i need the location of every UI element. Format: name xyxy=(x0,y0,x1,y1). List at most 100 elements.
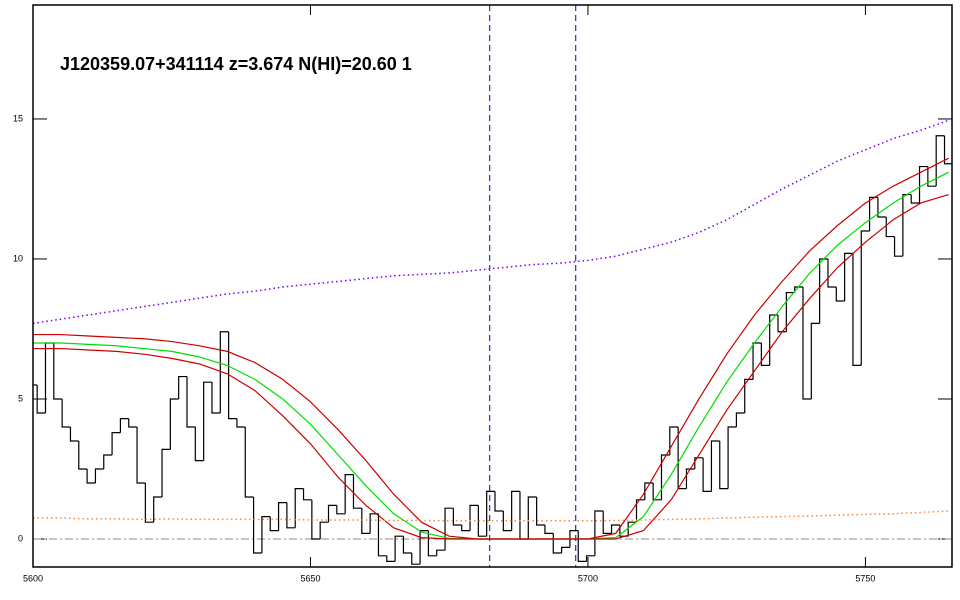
flux-step xyxy=(918,165,928,203)
flux-step xyxy=(511,490,520,531)
x-tick-label: 5650 xyxy=(300,573,320,583)
flux-step xyxy=(327,504,337,523)
flux-step xyxy=(53,342,63,400)
flux-step xyxy=(444,507,454,551)
flux-step xyxy=(585,555,595,562)
flux-step xyxy=(536,496,545,526)
model-line xyxy=(33,119,949,325)
flux-step xyxy=(402,536,412,554)
flux-step xyxy=(261,515,271,553)
flux-step xyxy=(319,521,329,539)
flux-step xyxy=(569,529,579,548)
flux-step xyxy=(719,440,729,490)
flux-step xyxy=(727,426,737,489)
flux-step xyxy=(602,510,612,534)
chart-title: J120359.07+341114 z=3.674 N(HI)=20.60 1 xyxy=(60,54,412,74)
flux-step xyxy=(436,549,446,556)
flux-step xyxy=(802,286,812,400)
flux-step xyxy=(935,135,945,187)
flux-step xyxy=(477,505,487,537)
flux-step xyxy=(669,426,679,455)
flux-step xyxy=(652,482,662,501)
flux-step xyxy=(635,499,645,523)
flux-step xyxy=(194,426,204,462)
flux-step xyxy=(169,398,179,450)
flux-step xyxy=(86,468,96,484)
flux-step xyxy=(286,502,296,529)
flux-step xyxy=(352,474,362,509)
flux-step xyxy=(577,530,587,562)
flux-step xyxy=(744,378,754,413)
flux-step xyxy=(203,381,212,461)
flux-step xyxy=(236,418,246,428)
flux-step xyxy=(136,426,146,484)
flux-step xyxy=(103,454,113,469)
flux-step xyxy=(544,524,554,534)
flux-step xyxy=(527,496,537,539)
flux-step xyxy=(627,521,637,537)
flux-step xyxy=(394,535,404,562)
flux-step xyxy=(336,505,346,515)
flux-step xyxy=(852,253,862,366)
flux-step xyxy=(61,398,71,428)
flux-step xyxy=(411,552,421,565)
flux-step xyxy=(552,533,562,554)
flux-step xyxy=(244,426,254,498)
flux-step xyxy=(94,468,104,483)
flux-step xyxy=(594,510,604,556)
x-tick-label: 5600 xyxy=(23,573,43,583)
flux-step xyxy=(819,258,828,324)
y-tick-label: 10 xyxy=(13,253,23,263)
flux-step xyxy=(927,166,937,187)
flux-step xyxy=(785,291,795,332)
flux-step xyxy=(269,516,279,532)
flux-step xyxy=(702,457,712,492)
flux-step xyxy=(186,376,196,428)
flux-step xyxy=(860,230,870,366)
flux-step xyxy=(502,510,512,532)
flux-step xyxy=(885,216,895,238)
flux-step xyxy=(710,440,720,492)
x-tick-label: 5700 xyxy=(578,573,598,583)
flux-step xyxy=(252,496,262,554)
flux-step xyxy=(943,135,952,165)
flux-step xyxy=(844,252,853,301)
y-tick-label: 0 xyxy=(18,533,23,543)
flux-step xyxy=(877,197,887,218)
flux-step xyxy=(302,488,312,501)
flux-step xyxy=(294,487,304,528)
model-line xyxy=(33,193,949,540)
flux-step xyxy=(161,448,171,497)
plot-frame xyxy=(32,4,953,568)
flux-step xyxy=(211,382,221,414)
flux-step xyxy=(361,508,371,534)
flux-step xyxy=(777,314,787,333)
flux-step xyxy=(78,440,88,470)
flux-step xyxy=(36,384,46,414)
flux-step xyxy=(178,375,187,399)
flux-step xyxy=(735,412,745,427)
flux-step xyxy=(893,236,903,257)
flux-step xyxy=(660,454,670,500)
flux-step xyxy=(461,524,471,532)
flux-step xyxy=(560,546,570,553)
flux-step xyxy=(386,555,396,562)
x-tick-label: 5750 xyxy=(855,573,875,583)
flux-step xyxy=(377,513,387,557)
flux-step xyxy=(452,508,462,526)
flux-step xyxy=(219,331,229,413)
flux-step xyxy=(144,482,154,523)
flux-step xyxy=(128,418,138,428)
flux-step xyxy=(228,331,237,420)
flux-step xyxy=(69,426,79,442)
flux-step xyxy=(427,530,437,557)
y-tick-label: 15 xyxy=(13,113,23,123)
flux-step xyxy=(119,417,129,433)
flux-step xyxy=(910,194,920,204)
flux-step xyxy=(827,258,837,288)
flux-step xyxy=(486,490,495,537)
flux-step xyxy=(810,322,820,399)
flux-step xyxy=(835,286,845,302)
